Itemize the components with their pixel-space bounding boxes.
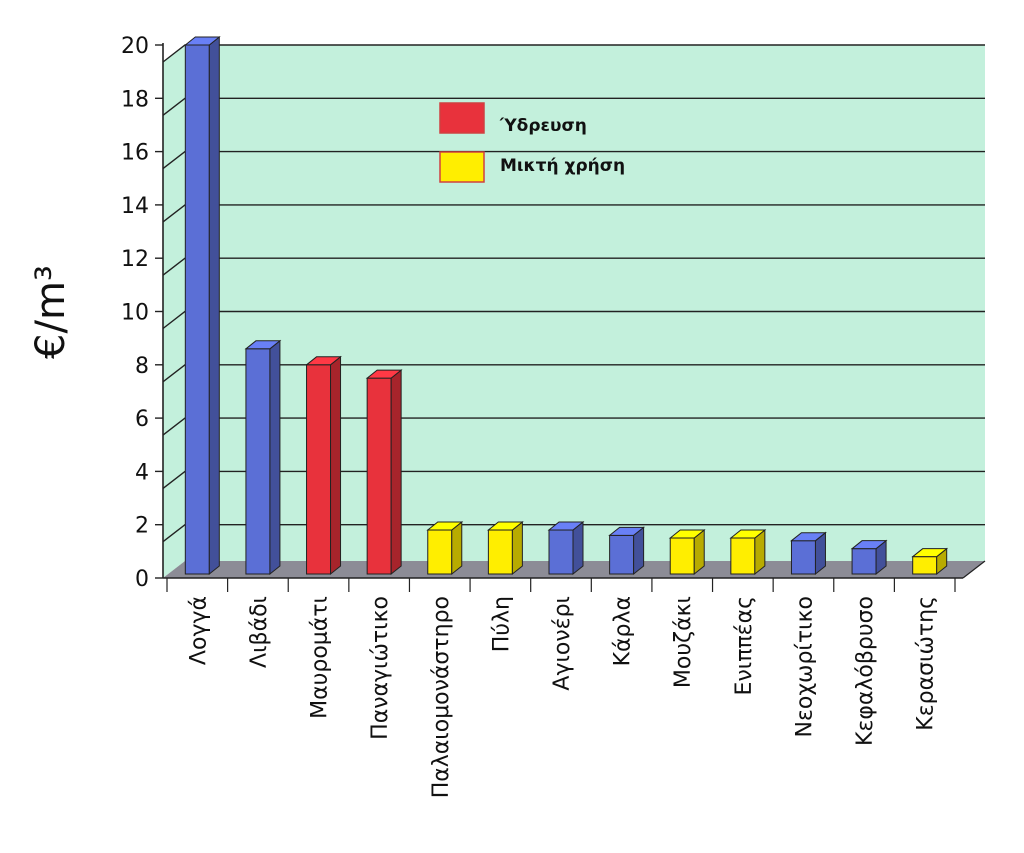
bar-front: [730, 537, 756, 575]
floor-edge: [962, 560, 986, 579]
legend-swatch-water-supply: [439, 102, 485, 134]
bar-front: [669, 537, 695, 575]
y-tick-label: 16: [121, 141, 149, 166]
x-tick-label: Λιβάδι: [247, 596, 272, 668]
bar-10: [729, 528, 767, 576]
bar-front: [366, 377, 392, 575]
bar-front: [851, 548, 877, 575]
bar-2: [244, 339, 282, 576]
bar-top: [790, 532, 827, 542]
y-tick-label: 0: [135, 567, 149, 592]
bar-front: [306, 364, 332, 575]
bar-5: [426, 520, 464, 576]
y-tick-label: 14: [121, 194, 149, 219]
bar-side: [451, 520, 463, 576]
bar-front: [548, 529, 574, 575]
bar-side: [208, 35, 220, 576]
bar-top: [365, 369, 403, 379]
bar-side: [572, 520, 584, 576]
x-tick-label: Κάρλα: [611, 596, 636, 666]
bar-front: [427, 529, 453, 575]
bar-top: [668, 529, 706, 539]
bar-front: [487, 529, 513, 575]
x-tick-label: Λογγά: [186, 596, 211, 665]
bar-top: [426, 521, 464, 531]
bar-top: [547, 521, 585, 531]
x-tick-label: Μαυρομάτι: [308, 596, 333, 719]
y-tick-label: 12: [121, 247, 149, 272]
bar-top: [911, 548, 949, 558]
bar-top: [244, 340, 282, 350]
bar-front: [790, 540, 816, 575]
x-tick-label: Ενιππέας: [732, 596, 757, 695]
bar-top: [486, 521, 524, 531]
legend-swatch-mixed-use: [439, 151, 485, 183]
bar-top: [608, 526, 646, 536]
x-ticks: Λογγά Λιβάδι Μαυρομάτι Παναγιώτικο Παλαιομον…: [166, 578, 956, 798]
bar-top: [850, 540, 888, 550]
x-tick-label: Αγιονέρι: [550, 596, 575, 691]
bar-13: [911, 547, 949, 576]
y-tick-label: 6: [135, 407, 149, 432]
bar-side: [511, 520, 523, 576]
x-tick-label: Πύλη: [489, 596, 514, 652]
y-tick-label: 18: [121, 87, 149, 112]
y-tick-label: 10: [121, 301, 149, 326]
bar-9: [668, 528, 706, 576]
legend: Ύδρευση Μικτή χρήση: [439, 102, 625, 183]
bar-top: [729, 529, 767, 539]
bar-front: [245, 348, 271, 575]
bar-front: [609, 534, 635, 575]
x-tick-label: Μουζάκι: [671, 596, 696, 688]
bar-4: [365, 369, 403, 576]
x-tick-label: Κεφαλόβρυσο: [853, 596, 878, 746]
y-tick-label: 8: [135, 354, 149, 379]
bar-1: [183, 35, 221, 576]
bar-8: [608, 526, 646, 576]
x-tick-label: Νεοχωρίτικο: [792, 596, 817, 737]
y-tick-label: 2: [135, 514, 149, 539]
bar-side: [269, 339, 281, 576]
x-tick-label: Παλαιομονάστηρο: [429, 596, 454, 798]
bar-side: [390, 369, 402, 576]
bar-6: [486, 520, 524, 576]
bars: [183, 35, 949, 576]
bar-11: [790, 531, 827, 576]
bar-12: [850, 539, 888, 576]
bar-front: [184, 44, 210, 575]
bar-front: [912, 556, 938, 575]
bar-side: [330, 355, 342, 576]
x-tick-label: Κερασιώτης: [914, 596, 939, 731]
bar-7: [547, 520, 585, 576]
y-axis-label: €/m³: [28, 265, 74, 359]
legend-label-mixed-use: Μικτή χρήση: [500, 156, 625, 176]
y-tick-label: 4: [135, 460, 149, 485]
legend-label-water-supply: Ύδρευση: [499, 116, 587, 136]
y-tick-label: 20: [121, 34, 149, 59]
axes: [162, 43, 986, 579]
x-tick-label: Παναγιώτικο: [368, 596, 393, 740]
y-ticks: 0 2 4 6 8 10 12 14 16 18 20: [121, 34, 163, 592]
bar-top: [305, 356, 342, 366]
bar-3: [305, 355, 342, 576]
bar-top: [183, 36, 221, 46]
